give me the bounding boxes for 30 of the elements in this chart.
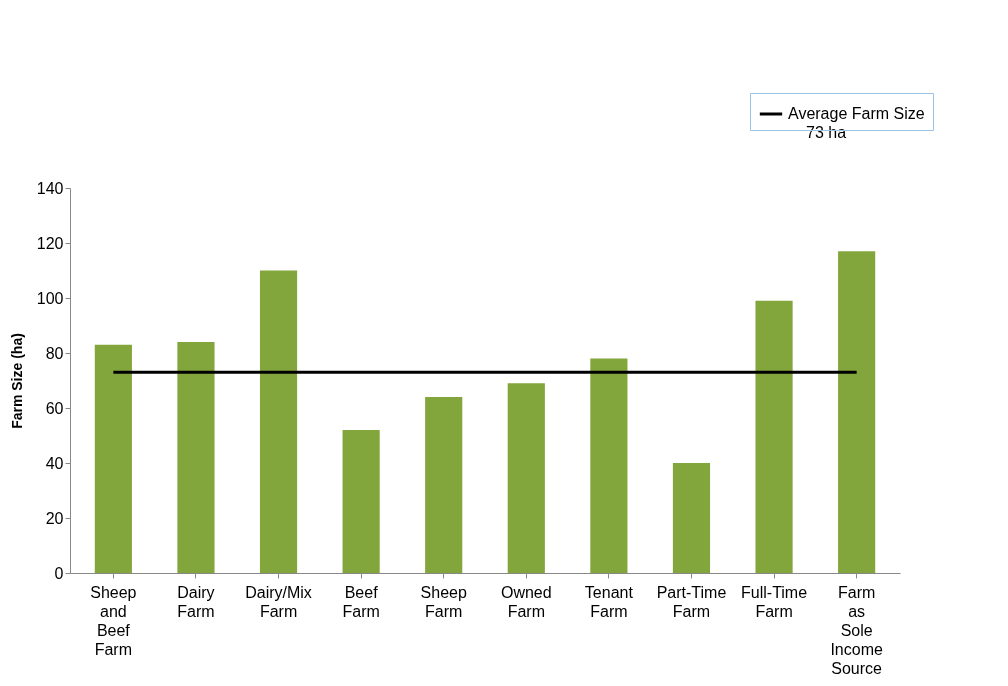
- y-tick-label: 80: [45, 344, 64, 362]
- y-tick-label: 20: [45, 509, 64, 527]
- y-axis-title: Farm Size (ha): [8, 333, 25, 429]
- y-tick-label: 0: [54, 564, 64, 582]
- bar: [590, 358, 628, 573]
- y-tick-label: 40: [45, 454, 64, 472]
- bar: [342, 430, 380, 573]
- y-tick-label: 60: [45, 399, 64, 417]
- bar: [672, 463, 711, 573]
- x-tick-label: Sheep and Beef Farm: [90, 583, 137, 658]
- bar: [755, 300, 793, 573]
- x-tick-label: Dairy Farm: [177, 583, 215, 620]
- bar: [507, 383, 545, 573]
- y-tick-label: 140: [36, 179, 64, 197]
- bar: [259, 270, 298, 573]
- bar: [838, 251, 876, 573]
- x-tick-label: Dairy/Mix Farm: [245, 583, 312, 620]
- x-tick-label: Farm as Sole Income Source: [830, 583, 883, 677]
- x-tick-label: Full-Time Farm: [741, 583, 808, 620]
- y-tick-label: 100: [36, 289, 64, 307]
- x-tick-label: Part-Time Farm: [656, 583, 727, 620]
- bar: [177, 342, 215, 573]
- bar: [94, 344, 132, 573]
- x-tick-label: Beef Farm: [342, 583, 380, 620]
- x-tick-label: Sheep Farm: [420, 583, 467, 620]
- x-tick-label: Owned Farm: [500, 583, 552, 620]
- legend-label: Average Farm Size: [788, 105, 925, 122]
- bar: [425, 397, 463, 573]
- y-tick-label: 120: [36, 234, 64, 252]
- x-tick-label: Tenant Farm: [584, 583, 634, 620]
